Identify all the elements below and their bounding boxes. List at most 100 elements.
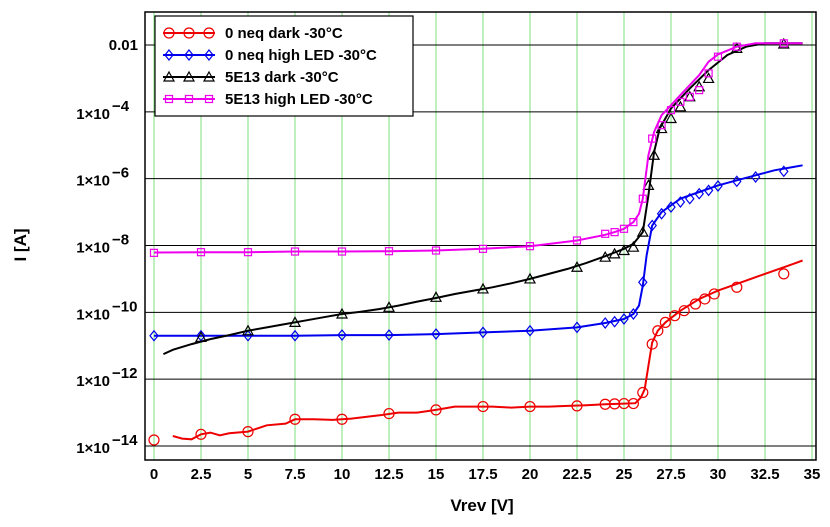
- data-point-square: [384, 247, 394, 256]
- legend-item: 5E13 dark -30°C: [162, 69, 339, 86]
- data-point-square: [243, 248, 253, 257]
- data-point-triangle: [642, 179, 655, 190]
- y-tick-exponent: −10: [112, 298, 137, 315]
- data-point-circle: [678, 305, 690, 317]
- data-point-triangle: [648, 149, 661, 160]
- data-point-triangle: [429, 291, 443, 302]
- data-point-triangle: [674, 100, 687, 112]
- data-point-diamond: [290, 329, 300, 342]
- x-tick-label: 32.5: [750, 466, 779, 483]
- plot-frame: [144, 11, 817, 461]
- data-point-square: [204, 94, 214, 104]
- data-point-square: [572, 236, 582, 245]
- data-point-square: [601, 229, 610, 238]
- series-0: [148, 259, 803, 446]
- data-point-circle: [659, 316, 671, 328]
- data-point-diamond: [164, 49, 174, 61]
- data-point-square: [704, 69, 713, 78]
- data-point-diamond: [779, 165, 789, 178]
- y-axis-title: I [A]: [11, 228, 30, 261]
- data-point-square: [478, 244, 488, 253]
- data-point-square: [779, 39, 788, 48]
- series-3: [149, 39, 803, 257]
- data-point-square: [337, 247, 347, 256]
- data-point-diamond: [243, 329, 253, 342]
- legend-label: 5E13 high LED -30°C: [225, 91, 373, 108]
- data-point-triangle: [288, 316, 302, 327]
- data-point-diamond: [685, 192, 695, 205]
- data-point-triangle: [182, 70, 196, 82]
- y-tick-label: 1×10: [76, 440, 110, 457]
- data-point-circle: [289, 413, 301, 425]
- data-point-circle: [383, 407, 395, 420]
- data-point-diamond: [384, 329, 394, 342]
- data-point-triangle: [608, 247, 621, 259]
- data-point-circle: [627, 397, 640, 410]
- data-point-diamond: [600, 317, 610, 329]
- data-point-diamond: [572, 321, 582, 334]
- data-point-circle: [571, 400, 583, 412]
- data-point-square: [184, 94, 194, 104]
- y-tick-exponent: −12: [112, 365, 137, 382]
- data-point-diamond: [619, 313, 629, 325]
- data-point-triangle: [335, 307, 349, 319]
- data-point-square: [619, 224, 629, 233]
- data-point-circle: [242, 426, 254, 438]
- data-point-square: [431, 246, 441, 255]
- data-point-diamond: [647, 219, 657, 232]
- y-tick-label: 1×10: [76, 240, 110, 257]
- series-1: [149, 164, 803, 342]
- x-tick-label: 22.5: [562, 466, 591, 483]
- data-point-triangle: [194, 331, 208, 342]
- y-tick-exponent: −6: [112, 165, 129, 182]
- series-line: [153, 42, 803, 254]
- x-tick-label: 27.5: [656, 466, 685, 483]
- data-point-circle: [669, 310, 681, 322]
- data-point-circle: [336, 413, 348, 425]
- x-axis-title: Vrev [V]: [450, 496, 513, 515]
- data-point-circle: [163, 27, 175, 39]
- data-point-triangle: [599, 250, 612, 262]
- x-tick-label: 5: [244, 466, 252, 483]
- legend-item: 5E13 high LED -30°C: [163, 91, 373, 108]
- data-point-diamond: [628, 308, 639, 320]
- series-line: [162, 42, 803, 356]
- data-point-diamond: [478, 326, 488, 339]
- data-point-circle: [183, 27, 195, 39]
- data-point-diamond: [337, 329, 347, 342]
- data-point-diamond: [525, 324, 535, 337]
- data-point-square: [676, 97, 685, 106]
- data-point-circle: [652, 325, 664, 337]
- data-point-triangle: [664, 112, 678, 124]
- data-point-triangle: [241, 324, 255, 336]
- legend-item: 0 neq dark -30°C: [163, 25, 343, 42]
- x-tick-label: 30: [710, 466, 727, 483]
- data-point-circle: [524, 400, 536, 413]
- data-point-triangle: [570, 260, 584, 272]
- legend: 0 neq dark -30°C 0 neq high LED -30°C 5E13…: [154, 15, 414, 117]
- data-point-triangle: [617, 244, 631, 256]
- data-point-square: [666, 106, 676, 115]
- data-point-circle: [148, 434, 160, 446]
- legend-item: 0 neq high LED -30°C: [163, 47, 377, 64]
- y-tick-exponent: −4: [112, 98, 130, 115]
- y-tick-label: 1×10: [76, 106, 110, 123]
- data-point-diamond: [703, 184, 714, 197]
- x-tick-label: 20: [522, 466, 539, 483]
- y-tick-label: 1×10: [76, 373, 110, 390]
- data-point-square: [525, 242, 535, 251]
- data-point-square: [713, 52, 723, 61]
- data-point-diamond: [675, 196, 686, 209]
- data-point-diamond: [666, 201, 676, 214]
- data-point-diamond: [149, 329, 159, 342]
- y-tick-label: 1×10: [76, 173, 110, 190]
- y-tick-label: 0.01: [109, 37, 138, 54]
- data-point-square: [638, 194, 647, 203]
- data-point-square: [732, 42, 741, 51]
- x-tick-label: 10: [334, 466, 351, 483]
- data-point-square: [610, 228, 619, 237]
- data-point-diamond: [656, 207, 667, 220]
- data-point-square: [657, 121, 666, 130]
- data-point-square: [648, 134, 657, 143]
- data-point-diamond: [431, 328, 441, 341]
